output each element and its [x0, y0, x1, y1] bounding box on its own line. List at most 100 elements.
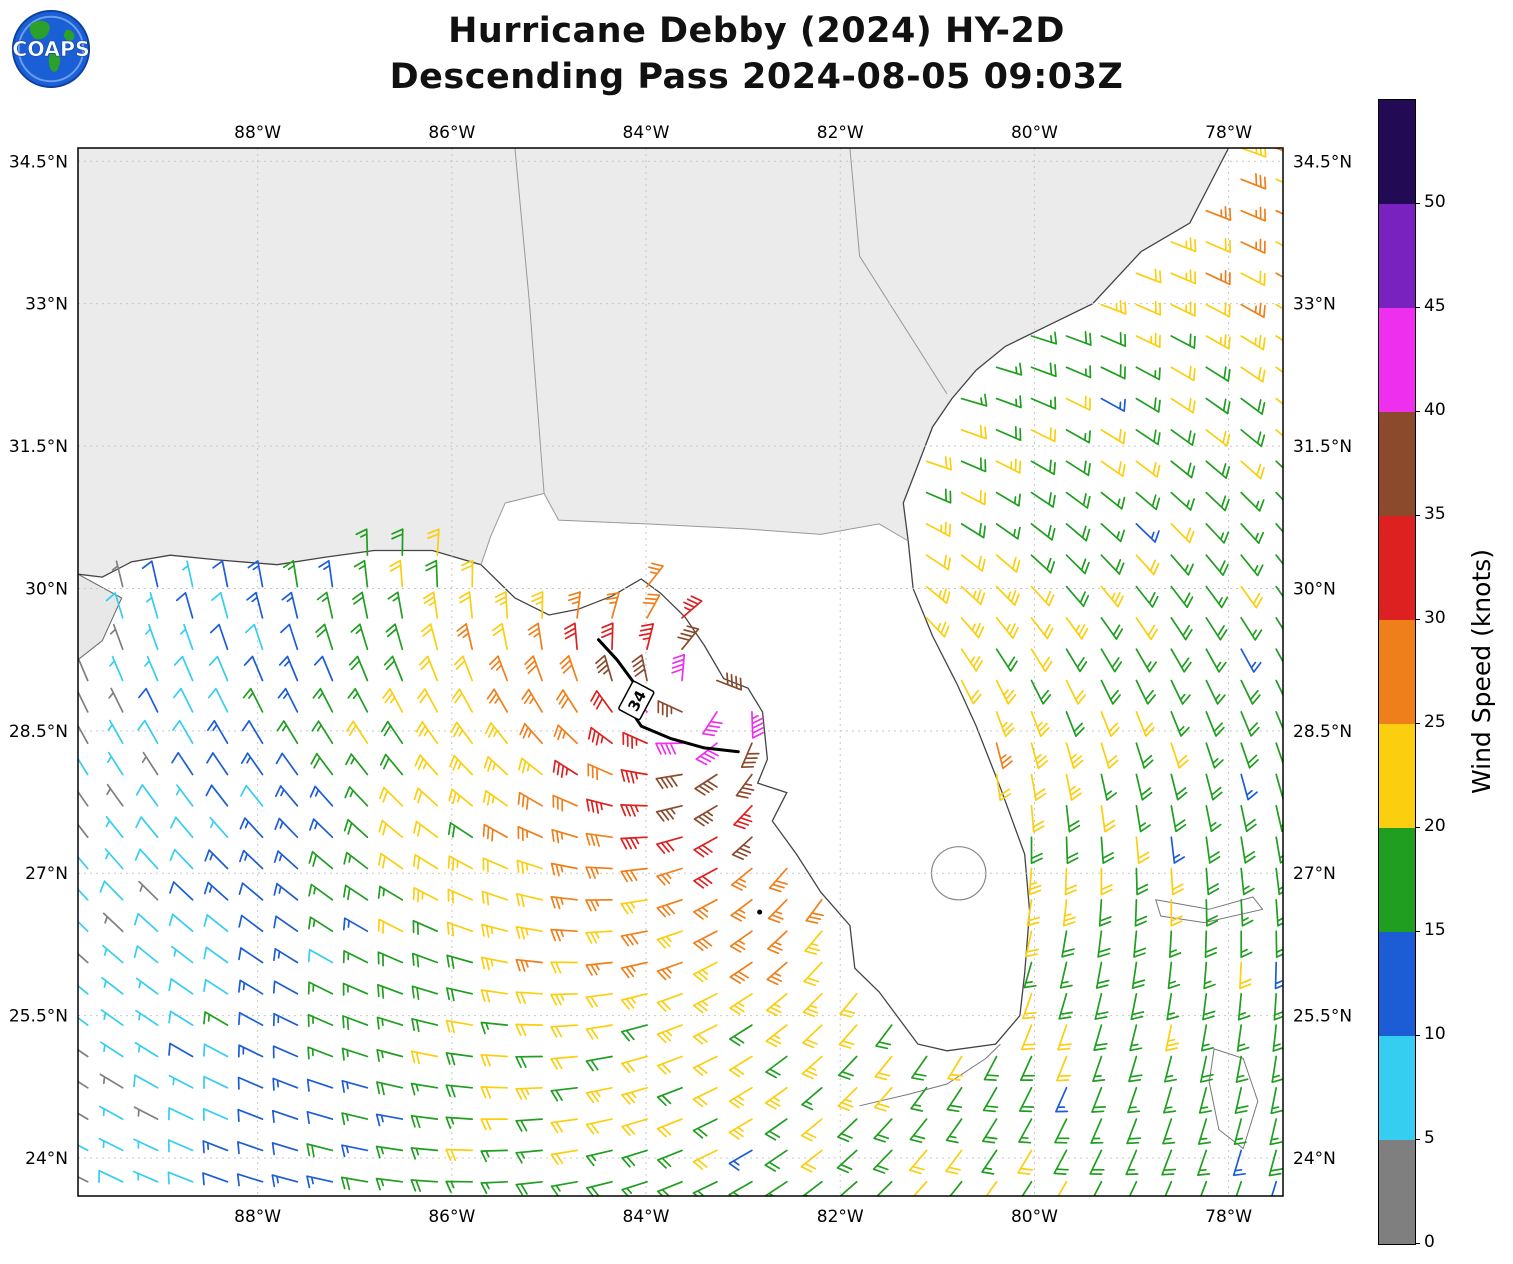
wind-barb	[306, 1175, 334, 1189]
wind-barb	[605, 591, 620, 619]
wind-barb	[238, 979, 264, 995]
wind-barb	[240, 784, 264, 807]
wind-barb	[995, 523, 1021, 540]
wind-barb	[167, 1171, 194, 1185]
wind-barb	[1100, 585, 1124, 608]
wind-barb	[1205, 742, 1224, 769]
wind-barb	[141, 560, 159, 588]
wind-barb	[1135, 332, 1161, 349]
wind-barb	[377, 918, 404, 934]
wind-barb	[203, 1043, 229, 1058]
wind-barb	[677, 625, 700, 651]
wind-barb	[960, 393, 988, 407]
wind-barb	[656, 1086, 683, 1107]
wind-barb	[377, 983, 404, 999]
wind-barb	[656, 1118, 683, 1138]
wind-barb	[425, 559, 439, 588]
wind-barb	[102, 912, 124, 933]
wind-barb	[1197, 1118, 1212, 1145]
wind-barb	[620, 961, 648, 979]
wind-barb	[375, 1177, 404, 1191]
wind-barb	[1205, 585, 1229, 609]
wind-barb	[1270, 1086, 1283, 1115]
wind-barb	[620, 1024, 648, 1042]
wind-barb	[1062, 898, 1076, 927]
colorbar-tick-label: 10	[1424, 1024, 1446, 1044]
wind-barb	[145, 623, 159, 651]
wind-barb	[995, 425, 1022, 442]
wind-barb	[480, 1053, 509, 1067]
wind-barb	[995, 362, 1023, 376]
wind-barb	[410, 1114, 439, 1129]
wind-barb	[1275, 554, 1283, 566]
wind-barb	[981, 1118, 998, 1144]
wind-barb	[1274, 961, 1283, 990]
wind-barb	[1065, 773, 1082, 801]
wind-barb	[307, 981, 334, 995]
wind-barb	[1170, 523, 1195, 544]
wind-barb	[1204, 930, 1218, 958]
wind-barb	[1240, 366, 1266, 383]
wind-barb	[1240, 554, 1264, 577]
axis-label-left: 31.5°N	[9, 437, 68, 457]
wind-barb	[1164, 1180, 1173, 1196]
wind-barb	[1205, 491, 1230, 512]
wind-barb	[1170, 585, 1194, 609]
axis-label-top: 86°W	[428, 123, 475, 143]
wind-barb	[480, 956, 509, 971]
wind-barb	[1030, 742, 1049, 770]
wind-barb	[379, 753, 404, 776]
wind-barb	[1100, 804, 1116, 833]
wind-barb	[1275, 523, 1283, 533]
wind-barb	[515, 991, 543, 1005]
wind-barb	[240, 752, 264, 776]
wind-barb	[1240, 898, 1254, 927]
wind-barb	[1030, 331, 1058, 345]
colorbar-tick-mark	[1415, 930, 1420, 932]
wind-barb	[341, 1112, 369, 1126]
wind-barb	[692, 1086, 718, 1108]
colorbar-segment	[1379, 412, 1415, 516]
wind-barb-layer	[78, 148, 1283, 1196]
wind-barb	[1240, 302, 1266, 319]
wind-barb	[278, 655, 299, 682]
wind-barb	[1100, 364, 1126, 380]
wind-barb	[1095, 961, 1110, 989]
wind-barb	[203, 978, 229, 995]
wind-barb	[671, 653, 686, 682]
wind-barb	[1030, 554, 1056, 574]
wind-barb	[307, 1013, 334, 1028]
wind-barb	[78, 655, 89, 682]
wind-barb	[620, 867, 648, 883]
wind-barb	[280, 623, 299, 651]
wind-barb	[601, 622, 614, 651]
wind-barb	[1239, 961, 1252, 990]
wind-barb	[1205, 302, 1231, 318]
wind-barb	[585, 1149, 613, 1167]
wind-barb	[1164, 1055, 1178, 1083]
wind-barb	[1240, 334, 1266, 351]
wind-barb	[729, 930, 753, 953]
wind-barb	[1100, 554, 1125, 575]
wind-barb	[1100, 299, 1127, 315]
wind-barb	[801, 1086, 823, 1111]
wind-barb	[729, 961, 753, 984]
map-frame	[77, 147, 1284, 1197]
wind-barb	[241, 720, 264, 745]
wind-barb	[272, 1045, 299, 1059]
wind-barb	[379, 786, 404, 807]
wind-barb	[960, 648, 983, 672]
wind-barb	[802, 1024, 823, 1049]
wind-barb	[1268, 1149, 1283, 1177]
coaps-logo-text: COAPS	[12, 37, 90, 61]
wind-barb	[344, 786, 369, 807]
wind-barb	[133, 912, 159, 933]
wind-barb	[237, 1141, 264, 1155]
wind-barb	[1128, 1180, 1138, 1196]
wind-barb	[380, 720, 404, 745]
wind-barb	[1017, 1149, 1033, 1175]
wind-barb	[1058, 992, 1073, 1020]
wind-barb	[168, 1010, 194, 1026]
wind-barb	[1275, 272, 1283, 279]
wind-barb	[995, 554, 1021, 573]
